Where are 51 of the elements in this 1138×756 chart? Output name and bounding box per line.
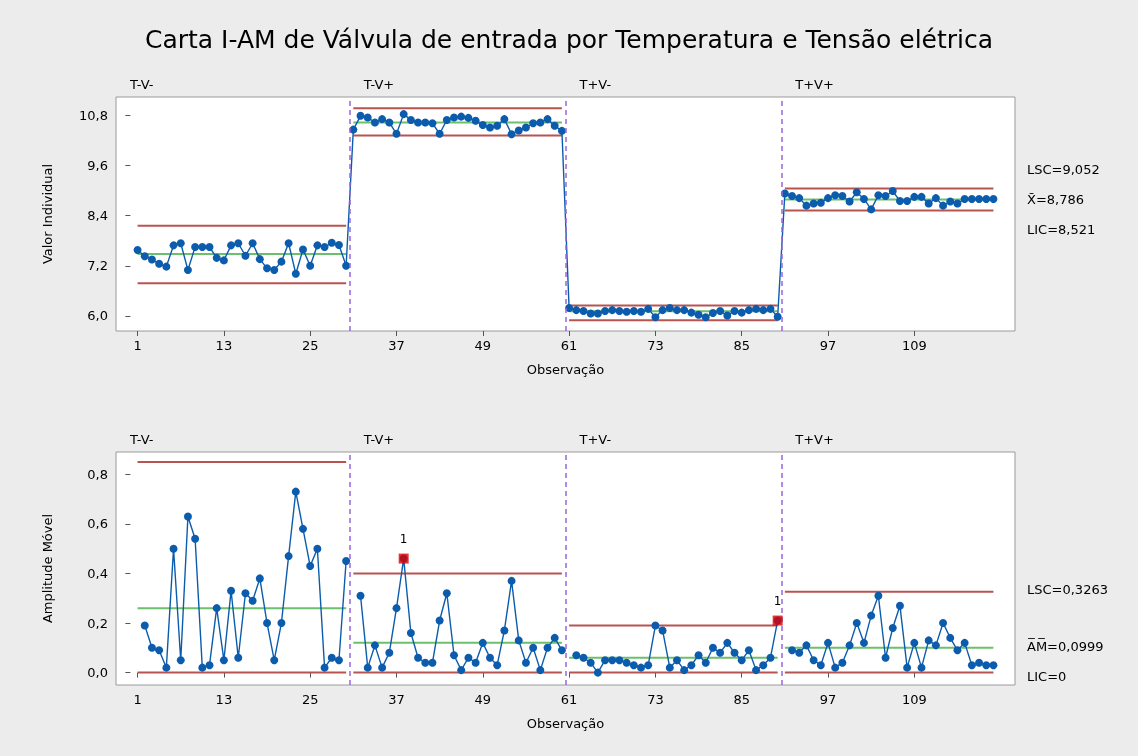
- text: T-V+: [362, 77, 395, 92]
- x-tick-label: 97: [819, 338, 837, 353]
- x-tick-label: 25: [301, 338, 319, 353]
- text: LIC=8,521: [1027, 222, 1096, 238]
- y-tick-label: 0,2: [87, 615, 108, 631]
- text: LSC=9,052: [1027, 162, 1100, 178]
- x-tick-label: 61: [560, 692, 578, 707]
- x-tick-label: 73: [647, 692, 664, 707]
- text: T+V-: [578, 77, 612, 92]
- text: LIC=0: [1027, 668, 1067, 684]
- y-tick-label: 0,4: [87, 565, 108, 581]
- x-tick-label: 49: [474, 692, 492, 707]
- text: T-V-: [129, 77, 154, 92]
- x-tick-label: 97: [819, 692, 837, 707]
- y-tick-label: 0,6: [87, 516, 108, 532]
- y-axis-title: Valor Individual: [40, 163, 55, 265]
- text: T+V-: [578, 432, 612, 447]
- text: LSC=0,3263: [1027, 582, 1108, 598]
- x-tick-label: 13: [215, 692, 233, 707]
- y-tick-label: 8,4: [87, 208, 108, 224]
- y-tick-label: 9,6: [87, 158, 108, 174]
- y-tick-label: 6,0: [87, 308, 108, 324]
- x-tick-label: 85: [733, 692, 750, 707]
- y-tick-label: 0,8: [87, 466, 108, 482]
- x-tick-label: 49: [474, 338, 492, 353]
- x-tick-label: 109: [901, 692, 927, 707]
- annotation: 1: [399, 531, 408, 546]
- x-tick-label: 85: [733, 338, 750, 353]
- text: T+V+: [794, 432, 834, 447]
- text: A̅M̅=0,0999: [1027, 638, 1104, 654]
- x-tick-label: 25: [301, 692, 319, 707]
- text: X̄=8,786: [1027, 192, 1085, 208]
- x-tick-label: 1: [133, 692, 142, 707]
- x-tick-label: 1: [133, 338, 142, 353]
- x-tick-label: 13: [215, 338, 233, 353]
- x-axis-title: Observação: [526, 716, 605, 731]
- text: T+V+: [794, 77, 834, 92]
- x-axis-title: Observação: [526, 362, 605, 377]
- x-tick-label: 73: [647, 338, 664, 353]
- text: T-V-: [129, 432, 154, 447]
- x-tick-label: 109: [901, 338, 927, 353]
- text: T-V+: [362, 432, 395, 447]
- y-axis-title: Amplitude Móvel: [40, 513, 55, 624]
- annotation: 1: [773, 593, 782, 608]
- x-tick-label: 37: [388, 692, 405, 707]
- chart-title: Carta I-AM de Válvula de entrada por Temperatura e Tensão elétrica: [144, 25, 994, 54]
- x-tick-label: 37: [388, 338, 405, 353]
- y-tick-label: 0,0: [87, 665, 108, 681]
- y-tick-label: 10,8: [79, 107, 108, 123]
- x-tick-label: 61: [560, 338, 578, 353]
- y-tick-label: 7,2: [87, 258, 108, 274]
